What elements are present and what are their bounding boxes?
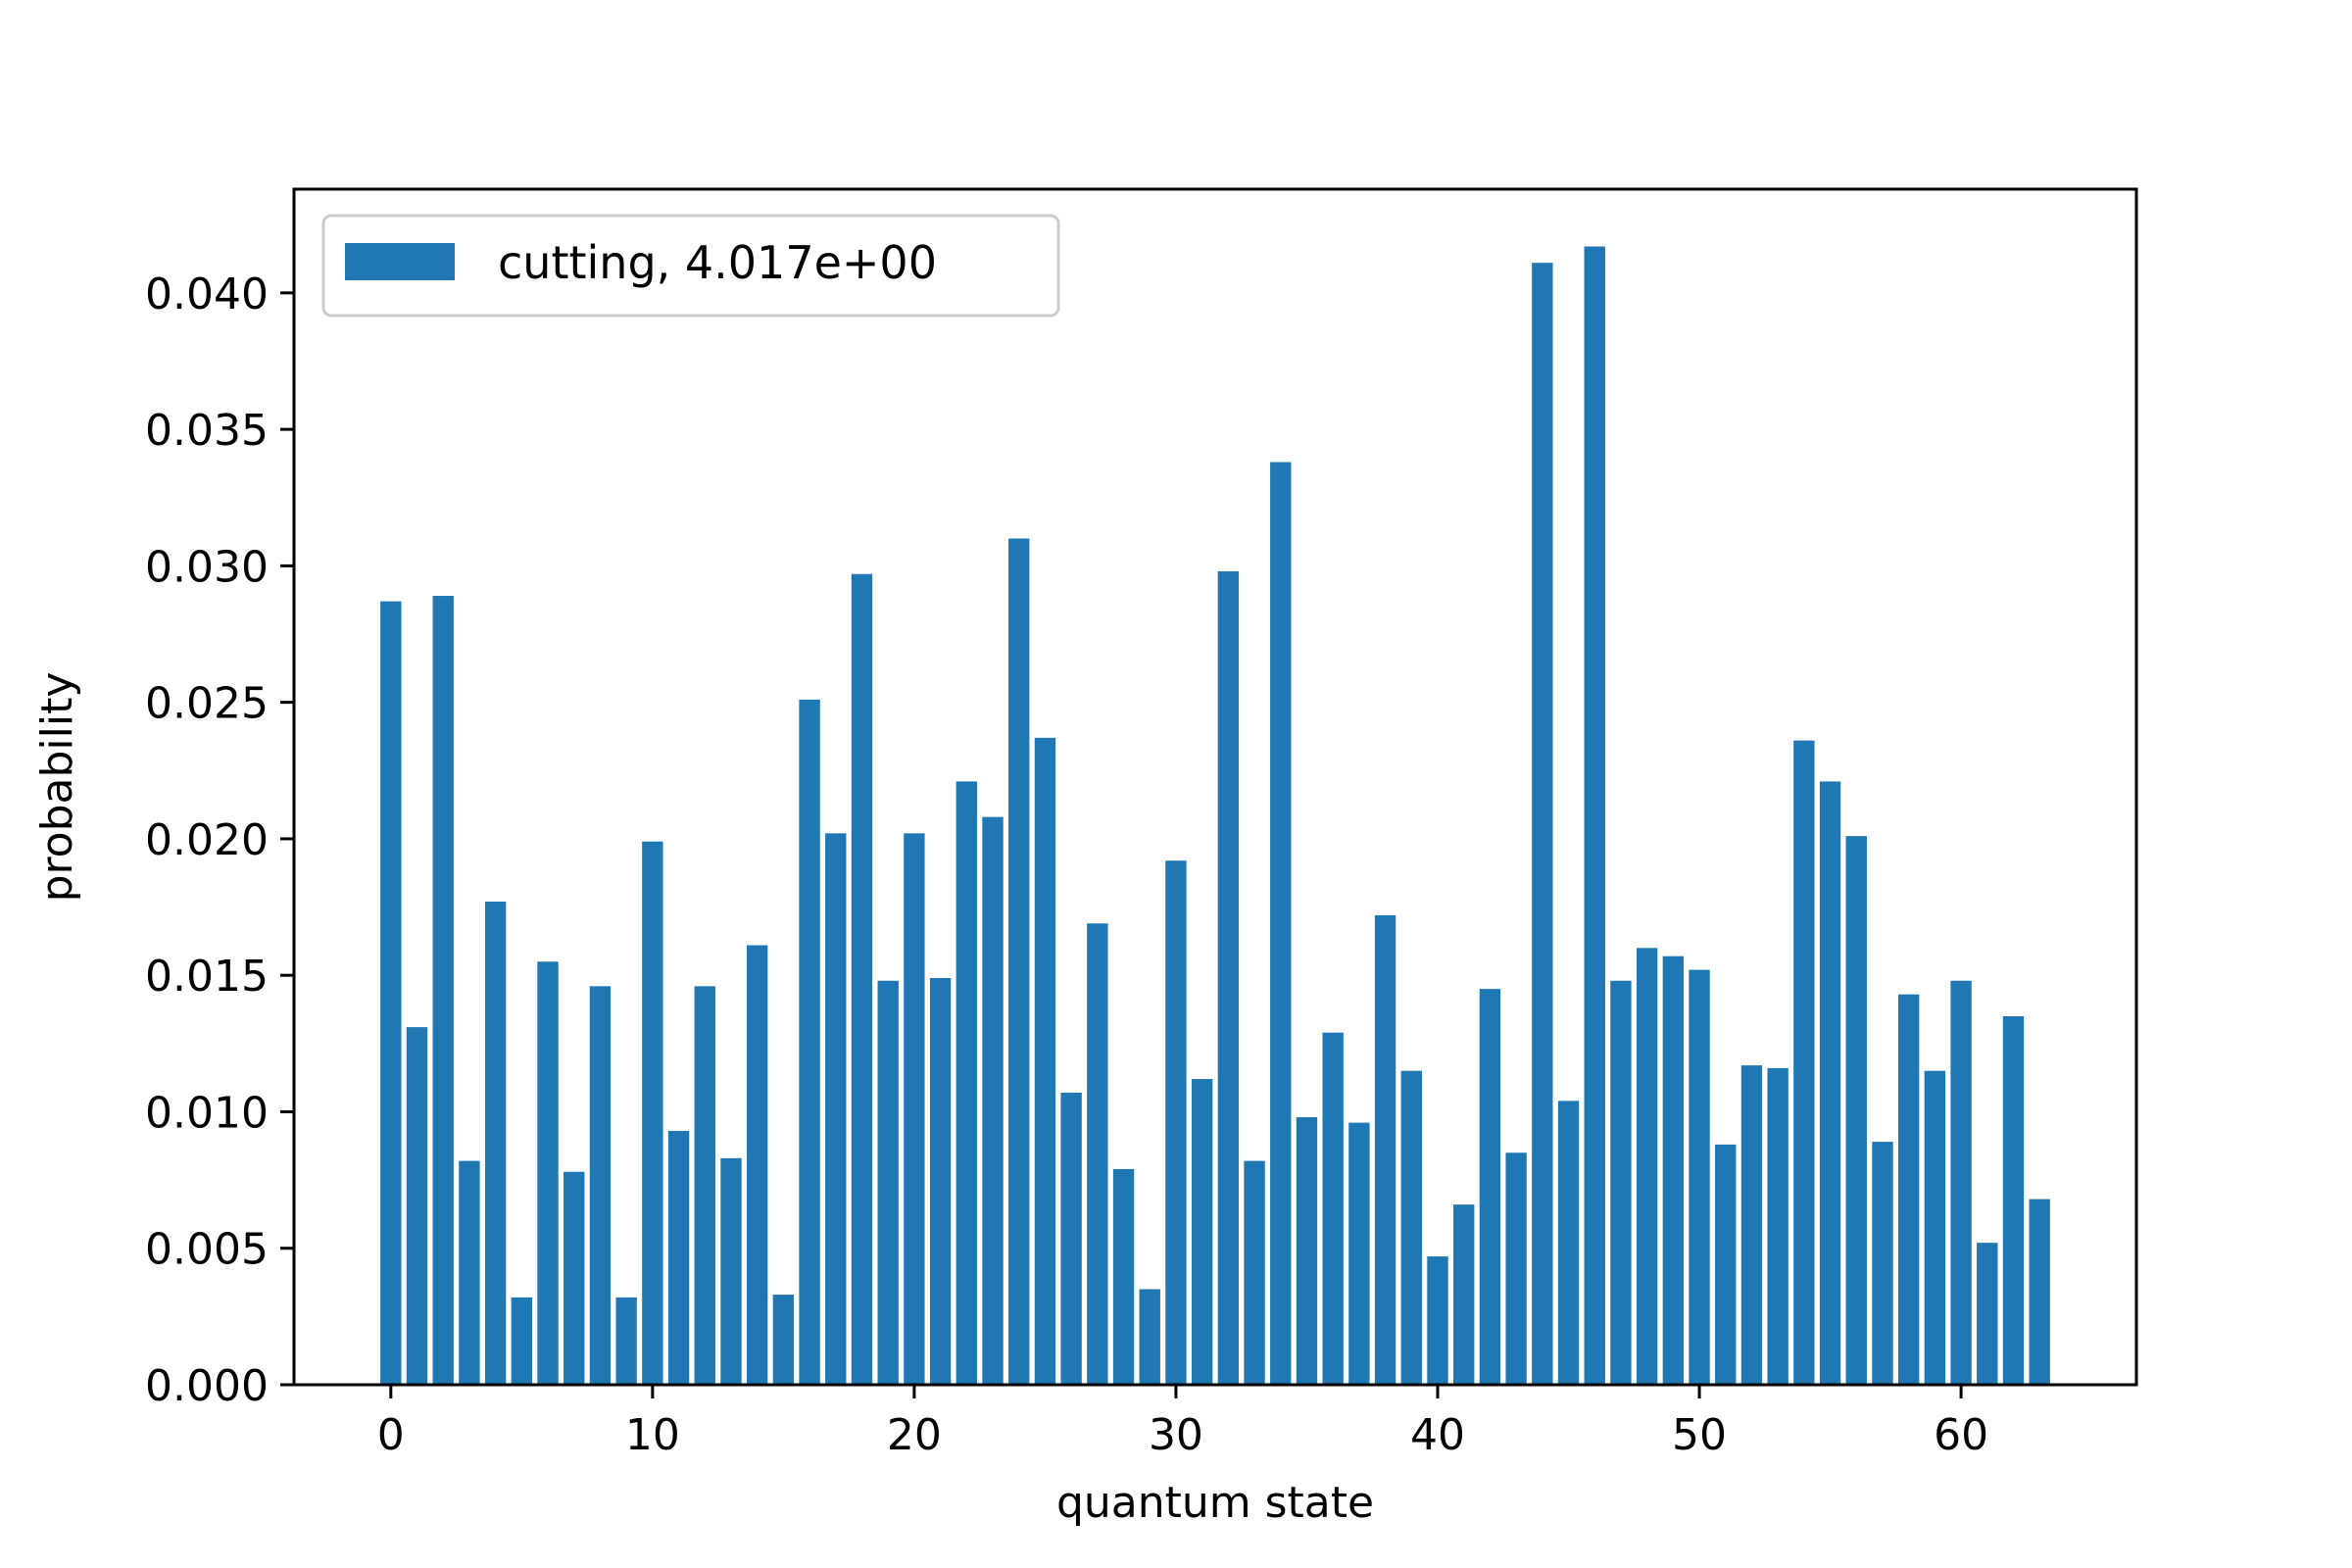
bar-state-32 (1217, 570, 1240, 1385)
bar-state-43 (1505, 1152, 1527, 1385)
y-axis-ticks: 0.000 0.005 0.010 0.015 0.020 0.025 0.030 0.035… (145, 270, 294, 1411)
y-tick-label: 0.000 (145, 1361, 269, 1411)
x-tick-label: 30 (1149, 1410, 1203, 1460)
y-tick-label: 0.020 (145, 815, 269, 865)
x-tick-label: 60 (1934, 1410, 1988, 1460)
bar-state-50 (1689, 969, 1710, 1385)
bar-state-23 (982, 816, 1004, 1385)
bar-state-51 (1715, 1144, 1737, 1385)
y-tick-label: 0.015 (145, 952, 269, 1002)
bar-state-12 (694, 986, 715, 1385)
bar-state-25 (1034, 737, 1056, 1385)
bar-state-29 (1139, 1289, 1160, 1385)
bar-state-18 (851, 573, 873, 1385)
bar-state-9 (615, 1297, 637, 1385)
bar-state-6 (537, 961, 559, 1385)
bar-state-7 (564, 1171, 585, 1385)
bar-state-16 (799, 699, 820, 1385)
bar-state-31 (1191, 1079, 1213, 1385)
y-tick-label: 0.025 (145, 679, 269, 729)
legend-entry-label: cutting, 4.017e+00 (498, 236, 937, 289)
bar-state-52 (1740, 1065, 1763, 1385)
bar-state-37 (1348, 1122, 1370, 1385)
x-tick-label: 10 (625, 1410, 680, 1460)
bar-state-4 (484, 901, 507, 1385)
bar-state-10 (642, 841, 663, 1385)
bar-state-27 (1087, 923, 1108, 1385)
bar-state-48 (1636, 948, 1658, 1385)
bar-state-24 (1008, 538, 1030, 1385)
y-tick-label: 0.010 (145, 1088, 269, 1138)
bar-state-49 (1662, 956, 1685, 1385)
bar-state-3 (459, 1160, 480, 1385)
legend: cutting, 4.017e+00 (321, 214, 1060, 318)
bar-state-55 (1819, 781, 1841, 1385)
bar-state-33 (1244, 1160, 1265, 1385)
bar-state-59 (1924, 1070, 1946, 1385)
bar-state-60 (1950, 980, 1972, 1385)
bar-state-61 (1977, 1243, 1998, 1385)
bar-state-17 (825, 833, 847, 1385)
bar-state-0 (380, 601, 402, 1385)
bar-state-26 (1060, 1092, 1082, 1385)
bar-state-13 (720, 1157, 742, 1385)
y-tick-label: 0.030 (145, 542, 269, 592)
bar-state-34 (1270, 462, 1292, 1385)
x-tick-label: 40 (1410, 1410, 1465, 1460)
plot-frame (292, 187, 2138, 1387)
bar-state-56 (1845, 836, 1867, 1385)
bar-state-36 (1322, 1032, 1344, 1385)
x-axis-ticks: 0 10 20 30 40 50 60 (377, 1385, 1988, 1460)
bar-state-54 (1793, 740, 1815, 1385)
bar-state-58 (1897, 994, 1920, 1385)
bars-group (380, 246, 2050, 1386)
x-tick-label: 20 (887, 1410, 942, 1460)
y-tick-label: 0.040 (145, 270, 269, 319)
x-tick-label: 0 (377, 1410, 405, 1460)
bar-state-44 (1532, 263, 1553, 1386)
bar-state-22 (956, 781, 977, 1385)
bar-state-2 (432, 596, 454, 1385)
bar-state-14 (746, 945, 768, 1385)
bar-state-47 (1610, 980, 1632, 1385)
bar-state-42 (1479, 989, 1501, 1385)
bar-state-35 (1296, 1117, 1318, 1385)
bar-state-62 (2002, 1015, 2025, 1385)
bar-state-40 (1427, 1256, 1448, 1385)
bar-state-63 (2029, 1199, 2050, 1385)
bar-state-21 (929, 977, 952, 1385)
bar-state-39 (1400, 1070, 1422, 1385)
bar-state-57 (1872, 1142, 1893, 1385)
bar-state-20 (904, 833, 925, 1385)
bar-state-30 (1165, 860, 1187, 1385)
bar-state-1 (406, 1027, 428, 1385)
bar-state-8 (589, 986, 612, 1385)
bar-state-11 (667, 1130, 690, 1385)
bar-state-45 (1557, 1101, 1580, 1385)
bar-state-5 (511, 1297, 533, 1385)
bar-state-41 (1453, 1204, 1475, 1385)
bar-state-28 (1112, 1168, 1135, 1385)
x-tick-label: 50 (1672, 1410, 1727, 1460)
x-axis-label: quantum state (1056, 1478, 1374, 1528)
bar-state-38 (1374, 914, 1396, 1385)
y-tick-label: 0.005 (145, 1225, 269, 1275)
bar-state-46 (1584, 246, 1605, 1385)
y-tick-label: 0.035 (145, 406, 269, 456)
legend-swatch (345, 243, 455, 280)
bar-state-53 (1767, 1067, 1788, 1385)
bar-state-19 (877, 980, 899, 1385)
bar-state-15 (772, 1295, 795, 1385)
legend-box (321, 214, 1060, 318)
y-axis-label: probability (32, 672, 82, 903)
